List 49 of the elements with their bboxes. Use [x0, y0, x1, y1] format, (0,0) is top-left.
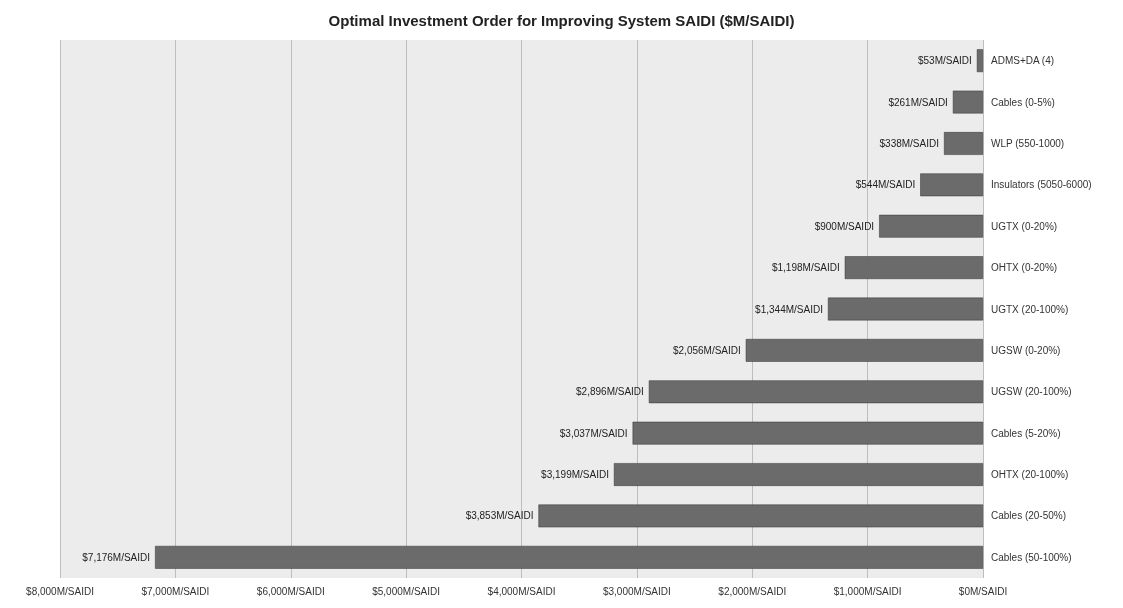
y-tick-label: UGTX (20-100%) [991, 303, 1069, 315]
data-label: $261M/SAIDI [888, 96, 948, 108]
x-tick-label: $0M/SAIDI [958, 585, 1008, 597]
bar [155, 545, 983, 569]
x-tick-label: $7,000M/SAIDI [141, 585, 210, 597]
x-tick-label: $3,000M/SAIDI [602, 585, 671, 597]
bar [879, 214, 983, 238]
data-label: $1,198M/SAIDI [771, 262, 840, 274]
data-label: $7,176M/SAIDI [82, 551, 151, 563]
y-tick-label: Cables (50-100%) [991, 551, 1072, 563]
data-label: $3,853M/SAIDI [465, 510, 534, 522]
x-tick-label: $6,000M/SAIDI [256, 585, 325, 597]
y-tick-label: UGSW (20-100%) [991, 386, 1072, 398]
bar [827, 297, 983, 321]
bar [632, 421, 983, 445]
x-tick-label: $1,000M/SAIDI [833, 585, 902, 597]
y-tick-label: WLP (550-1000) [991, 137, 1065, 149]
bar [976, 49, 983, 73]
y-tick-label: Cables (20-50%) [991, 510, 1067, 522]
x-tick-label: $2,000M/SAIDI [718, 585, 787, 597]
y-tick-label: OHTX (20-100%) [991, 469, 1069, 481]
chart-title: Optimal Investment Order for Improving System SAIDI ($M/SAIDI) [328, 12, 795, 29]
data-label: $544M/SAIDI [855, 179, 916, 191]
bar [944, 132, 983, 155]
y-tick-label: Cables (5-20%) [991, 427, 1061, 439]
x-tick-label: $8,000M/SAIDI [26, 585, 94, 597]
y-tick-label: ADMS+DA (4) [991, 55, 1055, 67]
bar [648, 380, 983, 404]
data-label: $900M/SAIDI [814, 220, 875, 232]
y-tick-label: OHTX (0-20%) [991, 262, 1058, 274]
y-tick-label: UGSW (0-20%) [991, 344, 1061, 356]
data-label: $53M/SAIDI [917, 55, 972, 67]
y-tick-label: Cables (0-5%) [991, 96, 1055, 108]
bar [538, 504, 983, 528]
x-tick-label: $5,000M/SAIDI [372, 585, 441, 597]
data-label: $3,199M/SAIDI [541, 469, 609, 481]
bar [613, 463, 983, 486]
data-label: $1,344M/SAIDI [755, 303, 823, 315]
y-tick-label: UGTX (0-20%) [991, 220, 1058, 232]
x-tick-label: $4,000M/SAIDI [487, 585, 556, 597]
data-label: $2,056M/SAIDI [672, 344, 741, 356]
bar [844, 256, 983, 279]
data-label: $338M/SAIDI [879, 137, 939, 149]
bar [952, 90, 983, 114]
data-label: $2,896M/SAIDI [576, 386, 644, 398]
y-tick-label: Insulators (5050-6000) [991, 179, 1092, 191]
bar [920, 173, 983, 197]
data-label: $3,037M/SAIDI [559, 427, 628, 439]
bar [745, 339, 983, 362]
